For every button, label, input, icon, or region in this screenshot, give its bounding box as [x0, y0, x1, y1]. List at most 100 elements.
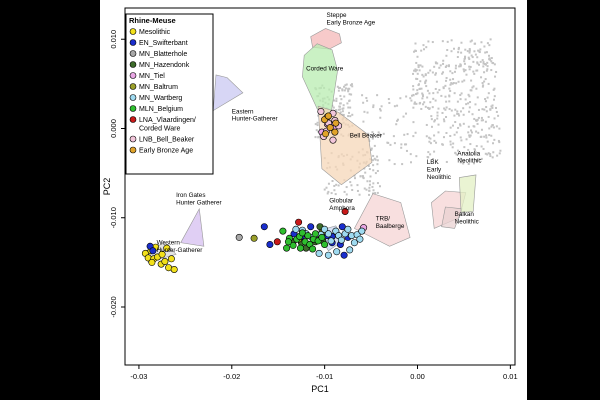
reference-sample-dot [465, 73, 468, 76]
sample-point [346, 246, 354, 254]
reference-sample-dot [361, 94, 364, 97]
reference-sample-dot [414, 49, 417, 52]
reference-sample-dot [453, 47, 456, 50]
reference-sample-dot [420, 49, 423, 52]
reference-sample-dot [333, 184, 336, 187]
reference-sample-dot [413, 69, 416, 72]
legend-marker [129, 94, 137, 101]
reference-sample-dot [485, 51, 488, 54]
sample-point [167, 255, 175, 263]
reference-sample-dot [448, 87, 451, 90]
reference-sample-dot [416, 92, 419, 95]
reference-sample-dot [497, 114, 500, 117]
reference-sample-dot [473, 117, 476, 120]
reference-sample-dot [450, 82, 453, 85]
sample-point [318, 233, 326, 241]
reference-sample-dot [365, 96, 368, 99]
reference-sample-dot [431, 106, 434, 109]
reference-sample-dot [490, 105, 493, 108]
legend-marker [129, 105, 137, 112]
reference-sample-dot [429, 142, 432, 145]
reference-sample-dot [457, 51, 460, 54]
reference-group-label-line: Neolithic [457, 158, 481, 165]
reference-sample-dot [468, 49, 471, 52]
reference-sample-dot [415, 102, 418, 105]
reference-sample-dot [472, 85, 475, 88]
reference-sample-dot [387, 141, 390, 144]
reference-sample-dot [361, 175, 364, 178]
reference-sample-dot [459, 136, 462, 139]
sample-point [304, 232, 312, 240]
reference-sample-dot [457, 126, 460, 129]
reference-sample-dot [481, 59, 484, 62]
reference-sample-dot [472, 60, 475, 63]
reference-sample-dot [491, 124, 494, 127]
reference-sample-dot [353, 174, 356, 177]
reference-sample-dot [488, 127, 491, 130]
reference-sample-dot [338, 105, 341, 108]
reference-sample-dot [469, 40, 472, 43]
reference-sample-dot [487, 82, 490, 85]
legend-label-line: EN_Swifterbant [139, 40, 188, 47]
sample-point [235, 233, 243, 241]
legend-label: EN_Swifterbant [139, 40, 188, 47]
reference-sample-dot [445, 131, 448, 134]
reference-sample-dot [341, 110, 344, 113]
reference-sample-dot [486, 140, 489, 143]
reference-group-label-line: Neolithic [455, 218, 479, 225]
reference-sample-dot [343, 190, 346, 193]
reference-sample-dot [482, 62, 485, 65]
reference-sample-dot [460, 92, 463, 95]
legend-label-line: LNA_Vlaardingen/ [139, 117, 196, 124]
reference-sample-dot [422, 48, 425, 51]
reference-sample-dot [365, 188, 368, 191]
reference-sample-dot [366, 180, 369, 183]
legend-box [125, 13, 214, 175]
reference-sample-dot [453, 70, 456, 73]
reference-sample-dot [435, 141, 438, 144]
reference-sample-dot [466, 50, 469, 53]
reference-sample-dot [415, 77, 418, 80]
reference-sample-dot [446, 40, 449, 43]
y-tick-label: 0.000 [109, 119, 118, 138]
reference-sample-dot [372, 106, 375, 109]
reference-sample-dot [382, 132, 385, 135]
reference-sample-dot [478, 63, 481, 66]
reference-sample-dot [489, 155, 492, 158]
reference-group-label-line: Hunter-Gatherer [157, 247, 203, 254]
reference-sample-dot [490, 57, 493, 60]
reference-sample-dot [421, 92, 424, 95]
reference-sample-dot [414, 70, 417, 73]
y-tick-label: -0.010 [109, 207, 118, 228]
reference-sample-dot [418, 69, 421, 72]
reference-sample-dot [442, 86, 445, 89]
reference-sample-dot [449, 70, 452, 73]
legend-marker [129, 116, 137, 123]
reference-sample-dot [454, 121, 457, 124]
sample-point [149, 247, 157, 255]
reference-sample-dot [467, 125, 470, 128]
reference-sample-dot [423, 101, 426, 104]
reference-sample-dot [317, 114, 320, 117]
reference-sample-dot [476, 118, 479, 121]
reference-sample-dot [432, 92, 435, 95]
reference-sample-dot [451, 82, 454, 85]
reference-sample-dot [367, 164, 370, 167]
reference-sample-dot [425, 46, 428, 49]
reference-sample-dot [339, 94, 342, 97]
reference-sample-dot [468, 48, 471, 51]
reference-sample-dot [477, 116, 480, 119]
reference-sample-dot [489, 58, 492, 61]
reference-sample-dot [415, 61, 418, 64]
reference-sample-dot [424, 74, 427, 77]
reference-sample-dot [457, 80, 460, 83]
reference-sample-dot [468, 110, 471, 113]
reference-sample-dot [434, 87, 437, 90]
reference-sample-dot [473, 72, 476, 75]
reference-sample-dot [480, 119, 483, 122]
reference-sample-dot [480, 128, 483, 131]
reference-sample-dot [346, 102, 349, 105]
reference-sample-dot [345, 193, 348, 196]
reference-sample-dot [405, 112, 408, 115]
sample-point [284, 238, 292, 246]
